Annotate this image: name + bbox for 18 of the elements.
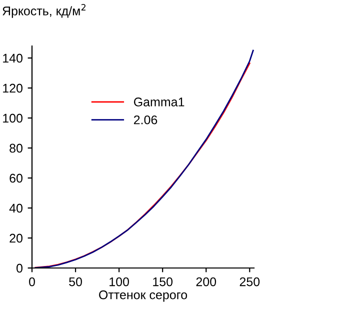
y-tick-label: 100 — [3, 114, 22, 123]
legend-label: Gamma1 — [134, 98, 184, 106]
x-tick-label: 0 — [29, 277, 35, 286]
x-tick-label: 150 — [153, 277, 173, 286]
x-tick-label: 250 — [240, 277, 260, 286]
x-tick-label: 50 — [69, 277, 82, 286]
y-tick-label: 60 — [10, 174, 22, 183]
y-axis-title: Яркость, кд/м$^{2}$ — [2, 4, 86, 18]
y-tick-label: 80 — [10, 144, 22, 153]
y-tick-label: 0 — [16, 264, 22, 273]
legend-label: 2.06 — [134, 115, 158, 124]
x-tick-label: 100 — [110, 277, 129, 286]
y-tick-label: 140 — [3, 54, 22, 63]
y-tick-label: 120 — [3, 84, 22, 93]
x-axis-title: Оттенок серого — [99, 290, 188, 302]
x-tick-label: 200 — [196, 277, 216, 286]
y-tick-label: 40 — [9, 204, 22, 213]
y-tick-label: 20 — [10, 234, 22, 243]
